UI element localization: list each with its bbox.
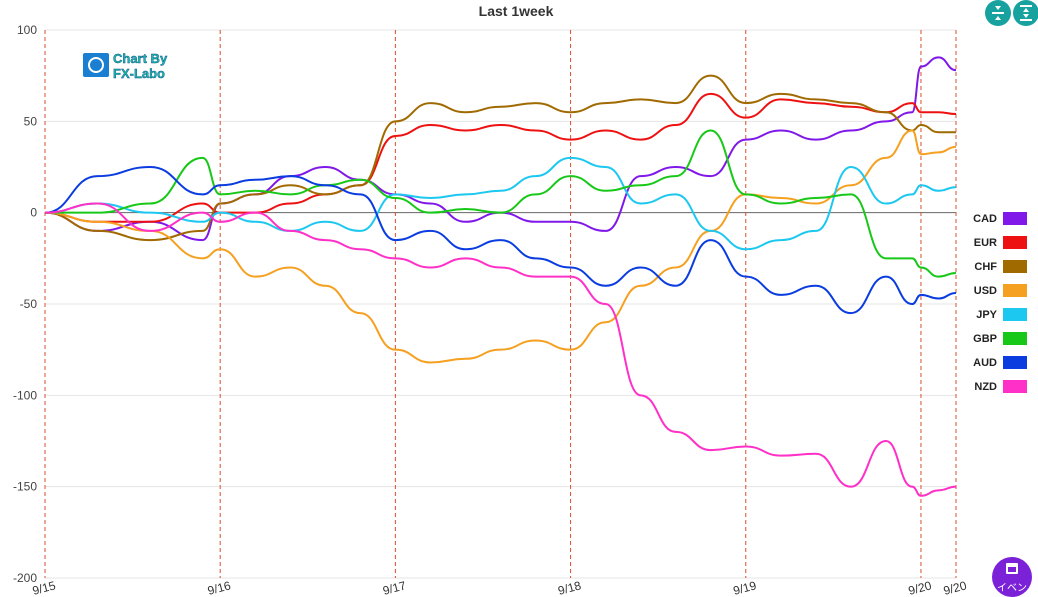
series-line-nzd: [44, 202, 957, 497]
fx-labo-logo: Chart By FX-Labo: [83, 51, 168, 81]
x-tick-label: 9/20: [907, 578, 933, 595]
series-line-usd: [44, 129, 957, 364]
grid: [45, 29, 956, 579]
series-line-gbp: [44, 129, 957, 278]
legend-item-usd[interactable]: USD: [974, 284, 1027, 297]
legend-swatch: [1003, 332, 1027, 345]
legend-item-gbp[interactable]: GBP: [973, 332, 1027, 345]
legend-swatch: [1003, 260, 1027, 273]
chart-title: Last 1week: [479, 3, 554, 19]
legend-item-cad[interactable]: CAD: [973, 212, 1027, 225]
series-line-jpy: [44, 156, 957, 251]
y-tick-label: -150: [13, 480, 37, 494]
x-tick-label: 9/16: [206, 578, 232, 595]
legend-label: CHF: [974, 261, 997, 273]
legend-swatch: [1003, 212, 1027, 225]
legend-swatch: [1003, 356, 1027, 369]
x-tick-label: 9/15: [31, 578, 57, 595]
logo-line1: Chart By: [113, 51, 168, 66]
series-line-eur: [44, 92, 957, 223]
legend-swatch: [1003, 380, 1027, 393]
x-tick-label: 9/18: [556, 578, 582, 595]
legend-label: USD: [974, 285, 997, 297]
x-axis: 9/15 9/16 9/17 9/18 9/19 9/20 9/20: [31, 578, 968, 595]
legend[interactable]: CAD EUR CHF USD JPY GBP AUD NZD: [973, 212, 1027, 393]
legend-label: NZD: [974, 381, 997, 393]
y-tick-label: -100: [13, 388, 37, 402]
y-tick-label: -50: [20, 297, 38, 311]
x-tick-label: 9/20: [942, 578, 968, 595]
chart-logo-icon: [83, 53, 109, 77]
legend-label: AUD: [973, 357, 997, 369]
y-axis: 100 50 0 -50 -100 -150 -200: [13, 23, 37, 585]
x-tick-label: 9/17: [381, 578, 407, 595]
legend-swatch: [1003, 308, 1027, 321]
legend-label: EUR: [974, 237, 997, 249]
collapse-button[interactable]: [985, 0, 1011, 26]
legend-swatch: [1003, 236, 1027, 249]
series-lines: [44, 56, 957, 497]
event-button[interactable]: イベン: [992, 557, 1032, 597]
expand-vertical-icon: [1020, 5, 1032, 21]
series-line-aud: [44, 165, 957, 315]
legend-item-eur[interactable]: EUR: [974, 236, 1027, 249]
legend-label: CAD: [973, 213, 997, 225]
expand-button[interactable]: [1013, 0, 1038, 26]
logo-line2: FX-Labo: [113, 66, 165, 81]
legend-label: JPY: [976, 309, 997, 321]
event-button-label: イベン: [997, 583, 1027, 594]
y-tick-label: 50: [24, 114, 38, 128]
y-tick-label: 0: [30, 206, 37, 220]
x-tick-label: 9/19: [732, 578, 758, 595]
legend-label: GBP: [973, 333, 997, 345]
legend-item-chf[interactable]: CHF: [974, 260, 1027, 273]
legend-item-nzd[interactable]: NZD: [974, 380, 1027, 393]
y-tick-label: -200: [13, 571, 37, 585]
legend-swatch: [1003, 284, 1027, 297]
series-line-chf: [44, 74, 956, 242]
y-tick-label: 100: [17, 23, 37, 37]
calendar-icon: [1006, 563, 1018, 574]
legend-item-jpy[interactable]: JPY: [976, 308, 1027, 321]
collapse-vertical-icon: [992, 6, 1004, 20]
legend-item-aud[interactable]: AUD: [973, 356, 1027, 369]
